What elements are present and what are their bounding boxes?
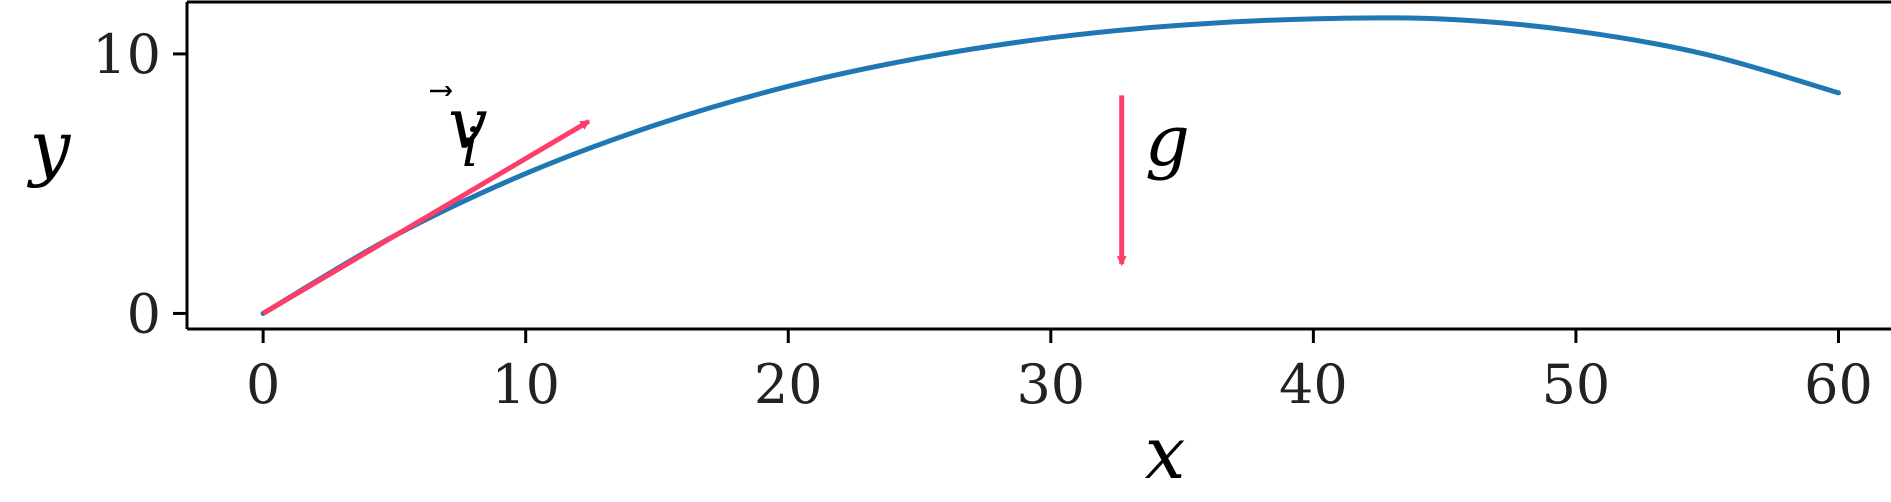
y-axis-label: y	[27, 105, 72, 189]
x-tick-label: 10	[491, 353, 560, 416]
y-tick-label: 10	[92, 23, 161, 86]
velocity-label: v⃗i	[430, 83, 488, 179]
velocity-symbol: v	[448, 83, 488, 165]
y-tick-label: 0	[127, 282, 161, 345]
x-tick-label: 40	[1279, 353, 1348, 416]
annotation-layer	[261, 95, 1127, 316]
series-layer	[260, 15, 1841, 316]
x-tick-label: 20	[754, 353, 823, 416]
plot-frame	[185, 0, 1891, 331]
x-tick-label: 50	[1542, 353, 1611, 416]
x-axis-ticks: 0 10 20 30 40 50 60	[246, 329, 1873, 416]
x-tick-label: 0	[246, 353, 280, 416]
x-tick-label: 60	[1804, 353, 1873, 416]
gravity-label: g	[1145, 100, 1190, 182]
x-axis-label: x	[1145, 411, 1186, 495]
velocity-arrow	[261, 119, 591, 316]
y-axis-ticks: 0 10	[92, 23, 187, 345]
velocity-subscript: i	[462, 116, 479, 179]
x-tick-label: 30	[1016, 353, 1085, 416]
trajectory-line	[260, 15, 1841, 316]
